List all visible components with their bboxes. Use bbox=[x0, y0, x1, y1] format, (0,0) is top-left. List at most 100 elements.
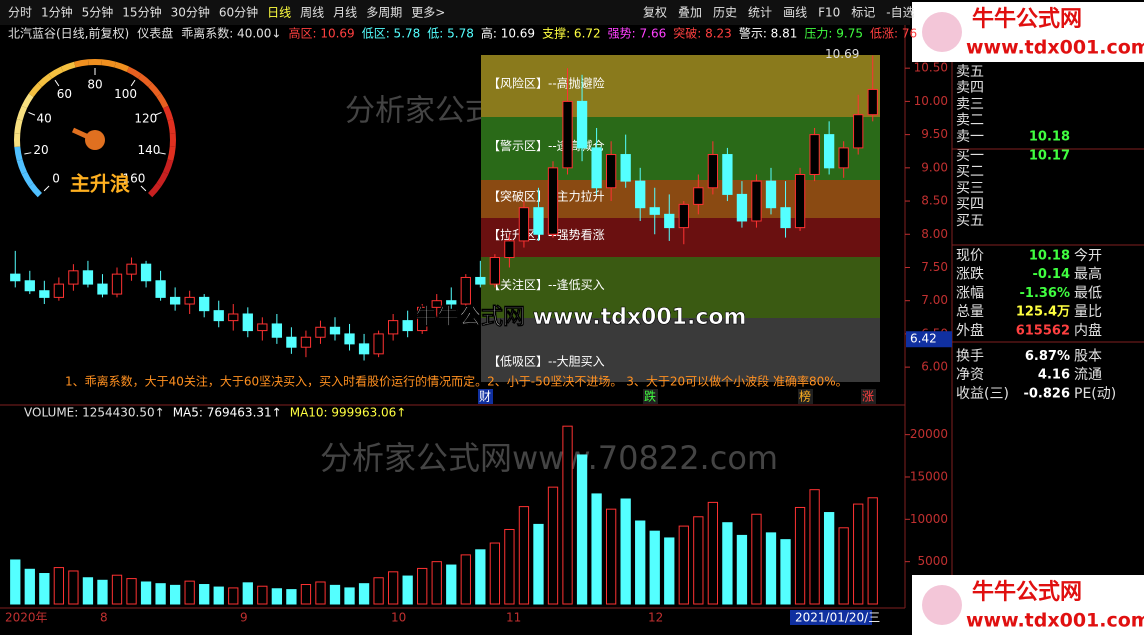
candle-body bbox=[417, 306, 428, 332]
candle-body bbox=[242, 313, 253, 332]
gauge-tick bbox=[43, 185, 50, 192]
gauge-tick-label: 0 bbox=[52, 171, 60, 185]
header-label: 北汽蓝谷(日线,前复权) bbox=[8, 26, 129, 41]
toolbar-item[interactable]: 分时 bbox=[8, 6, 32, 20]
zone bbox=[481, 257, 880, 318]
book-label: 卖三 bbox=[956, 96, 984, 112]
volume-bar bbox=[97, 579, 108, 605]
toolbar-item[interactable]: 画线 bbox=[783, 6, 807, 20]
toolbar-item[interactable]: 多周期 bbox=[366, 6, 402, 20]
candle-body bbox=[678, 203, 689, 229]
toolbar-item[interactable]: 叠加 bbox=[678, 6, 702, 20]
volume-bar bbox=[475, 549, 486, 605]
gauge-arc bbox=[14, 119, 23, 134]
candle-body bbox=[169, 296, 181, 305]
stat-value: 6.87% bbox=[1025, 349, 1070, 364]
zone-label: 【关注区】--逢低买入 bbox=[488, 277, 605, 292]
volume-bar bbox=[126, 578, 137, 605]
volume-bar bbox=[257, 585, 268, 605]
candle-body bbox=[329, 326, 341, 335]
volume-bar bbox=[446, 564, 457, 605]
candle-body bbox=[199, 296, 210, 312]
toolbar-item[interactable]: 5分钟 bbox=[82, 5, 114, 20]
volume-bar bbox=[518, 506, 530, 605]
stat-label: 现价 bbox=[956, 248, 984, 264]
note: 1、乖离系数，大于40关注，大于60坚决买入，买入时看股价运行的情况而定。2、小… bbox=[65, 374, 848, 389]
toolbar-item[interactable]: 1分钟 bbox=[41, 5, 73, 20]
gauge-tick bbox=[140, 185, 147, 192]
gauge-arc bbox=[37, 73, 53, 88]
toolbar-item[interactable]: 30分钟 bbox=[171, 5, 210, 20]
toolbar-item[interactable]: 复权 bbox=[643, 6, 667, 20]
toolbar-item[interactable]: 日线 bbox=[267, 6, 291, 20]
stat-value: 4.16 bbox=[1038, 368, 1070, 383]
header-item: 警示: 8.81 bbox=[739, 26, 798, 41]
volume-bar bbox=[823, 512, 835, 605]
gauge-arc bbox=[114, 61, 130, 73]
toolbar-item[interactable]: 60分钟 bbox=[219, 5, 258, 20]
toolbar-item[interactable]: -自选 bbox=[886, 6, 914, 20]
volume-bar bbox=[853, 503, 864, 605]
y-tick-label: 10.50 bbox=[914, 61, 948, 75]
toolbar-item[interactable]: 15分钟 bbox=[122, 5, 161, 20]
toolbar-item[interactable]: 更多> bbox=[411, 6, 445, 20]
y-tick-label: 9.50 bbox=[921, 127, 948, 141]
book-label: 卖四 bbox=[956, 80, 984, 96]
gauge-arc bbox=[16, 105, 28, 121]
candle-body bbox=[838, 147, 849, 169]
volume-bar bbox=[809, 489, 820, 605]
header-item: 支撑: 6.72 bbox=[542, 26, 601, 41]
candle-body bbox=[635, 180, 646, 209]
volume-bar bbox=[53, 567, 65, 605]
book-label: 卖五 bbox=[956, 64, 984, 80]
stat-value: 125.4万 bbox=[1016, 305, 1070, 320]
gauge-tick bbox=[130, 79, 136, 87]
candle-body bbox=[736, 193, 748, 222]
volume-bar bbox=[635, 520, 646, 605]
header-item: 乖离系数: 40.00↓ bbox=[181, 26, 281, 41]
candle-body bbox=[780, 207, 791, 229]
toolbar-item[interactable]: 标记 bbox=[851, 6, 875, 20]
volume-bar bbox=[242, 582, 253, 605]
gauge-tick bbox=[154, 111, 162, 116]
candle-body bbox=[605, 154, 617, 189]
toolbar-item[interactable]: 历史 bbox=[713, 6, 737, 20]
stat-value: -0.826 bbox=[1023, 386, 1070, 401]
volume-bar bbox=[373, 577, 384, 605]
toolbar-item[interactable]: 月线 bbox=[333, 6, 357, 20]
stat-value: 615562 bbox=[1016, 323, 1070, 338]
volume-bar bbox=[271, 588, 283, 605]
book-label: 卖二 bbox=[956, 113, 984, 129]
stat-label: 最高 bbox=[1074, 266, 1102, 283]
toolbar-item[interactable]: 统计 bbox=[748, 6, 772, 20]
candle-body bbox=[286, 336, 297, 348]
volume-label: MA5: 769463.31↑ bbox=[173, 406, 282, 420]
toolbar-item[interactable]: F10 bbox=[818, 6, 840, 20]
toolbar-item[interactable]: 周线 bbox=[300, 6, 324, 20]
candle-body bbox=[620, 154, 631, 182]
candle-body bbox=[24, 280, 35, 292]
volume-bar bbox=[111, 574, 123, 605]
y-tick-label: 7.50 bbox=[921, 260, 948, 274]
volume-bar bbox=[417, 567, 428, 605]
candle-body bbox=[213, 310, 224, 322]
volume-bar bbox=[10, 559, 21, 605]
marker: 财 bbox=[479, 390, 491, 404]
candle-body bbox=[68, 270, 79, 285]
volume-bar bbox=[765, 532, 777, 605]
candle-body bbox=[664, 213, 675, 229]
gauge-arc bbox=[147, 182, 162, 198]
gauge-arc bbox=[48, 66, 64, 79]
header-item: 突破: 8.23 bbox=[673, 26, 732, 41]
candle-body bbox=[82, 270, 94, 285]
volume-bar bbox=[693, 516, 704, 605]
stat-value: 10.18 bbox=[1029, 249, 1070, 264]
volume-bar bbox=[344, 587, 355, 605]
logo bbox=[912, 2, 1144, 62]
date-label: 11 bbox=[506, 611, 521, 625]
candle-body bbox=[257, 323, 268, 332]
gauge-arc bbox=[16, 159, 28, 175]
gauge-tick-label: 40 bbox=[37, 111, 52, 125]
volume-bar bbox=[169, 584, 181, 605]
gauge-arc bbox=[21, 93, 34, 109]
